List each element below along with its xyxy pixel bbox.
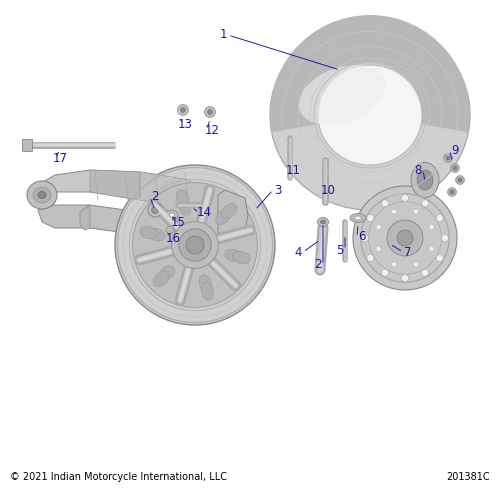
Ellipse shape (186, 236, 204, 254)
Ellipse shape (422, 200, 428, 207)
Text: 3: 3 (274, 184, 281, 196)
Ellipse shape (436, 254, 443, 262)
Ellipse shape (176, 190, 189, 208)
Polygon shape (218, 190, 248, 238)
Polygon shape (38, 170, 240, 215)
Ellipse shape (199, 275, 211, 292)
Ellipse shape (178, 198, 191, 215)
Ellipse shape (115, 165, 275, 325)
Ellipse shape (350, 214, 366, 222)
Ellipse shape (354, 216, 362, 220)
Ellipse shape (367, 254, 374, 262)
Polygon shape (38, 205, 230, 260)
Ellipse shape (402, 274, 408, 281)
Text: 2: 2 (151, 190, 159, 203)
Ellipse shape (140, 226, 158, 239)
Text: 11: 11 (286, 164, 300, 176)
Ellipse shape (318, 65, 422, 165)
Ellipse shape (387, 220, 423, 256)
Ellipse shape (170, 213, 174, 217)
Ellipse shape (154, 272, 168, 286)
Ellipse shape (38, 192, 46, 198)
Ellipse shape (417, 170, 433, 190)
Ellipse shape (402, 194, 408, 202)
Polygon shape (22, 139, 32, 151)
Ellipse shape (456, 176, 464, 184)
Text: 1: 1 (219, 28, 227, 42)
Ellipse shape (152, 206, 158, 214)
Ellipse shape (172, 222, 218, 268)
Text: 14: 14 (196, 206, 212, 220)
Ellipse shape (166, 226, 174, 234)
Text: © 2021 Indian Motorcycle International, LLC: © 2021 Indian Motorcycle International, … (10, 472, 227, 482)
Ellipse shape (320, 220, 326, 224)
Ellipse shape (367, 214, 374, 222)
Ellipse shape (178, 104, 188, 116)
Ellipse shape (392, 262, 396, 267)
Ellipse shape (458, 178, 462, 182)
Text: 13: 13 (178, 118, 192, 130)
Text: 4: 4 (294, 246, 302, 258)
Text: 16: 16 (166, 232, 180, 244)
Ellipse shape (429, 224, 434, 230)
Ellipse shape (216, 209, 231, 224)
Ellipse shape (444, 154, 452, 162)
Ellipse shape (397, 230, 413, 246)
Ellipse shape (450, 164, 460, 172)
Text: 6: 6 (358, 230, 366, 243)
Polygon shape (90, 170, 140, 200)
Ellipse shape (148, 203, 162, 217)
Ellipse shape (453, 166, 457, 170)
Text: 7: 7 (404, 246, 412, 258)
Ellipse shape (204, 106, 216, 118)
Ellipse shape (376, 246, 381, 252)
Ellipse shape (414, 209, 418, 214)
Ellipse shape (442, 234, 448, 242)
Ellipse shape (436, 214, 443, 222)
Ellipse shape (225, 249, 242, 262)
Ellipse shape (298, 65, 386, 125)
Ellipse shape (159, 266, 174, 281)
Ellipse shape (362, 234, 368, 242)
Ellipse shape (376, 224, 381, 230)
Ellipse shape (318, 218, 328, 226)
Ellipse shape (201, 282, 213, 300)
Ellipse shape (208, 110, 212, 114)
Text: 9: 9 (451, 144, 459, 156)
Ellipse shape (392, 209, 396, 214)
Ellipse shape (382, 200, 388, 207)
Ellipse shape (446, 156, 450, 160)
Ellipse shape (222, 204, 236, 218)
Polygon shape (140, 172, 190, 208)
Ellipse shape (422, 269, 428, 276)
Ellipse shape (270, 20, 470, 210)
Ellipse shape (232, 251, 250, 264)
Ellipse shape (450, 190, 454, 194)
Text: 5: 5 (336, 244, 344, 256)
Wedge shape (270, 15, 470, 132)
Ellipse shape (179, 229, 211, 261)
Text: 10: 10 (320, 184, 336, 196)
Ellipse shape (180, 108, 186, 112)
Ellipse shape (411, 162, 439, 198)
Ellipse shape (27, 181, 57, 209)
Text: 15: 15 (170, 216, 186, 230)
Ellipse shape (382, 269, 388, 276)
Text: 2: 2 (314, 258, 322, 272)
Ellipse shape (414, 262, 418, 267)
Text: 12: 12 (204, 124, 220, 136)
Text: 8: 8 (414, 164, 422, 176)
Ellipse shape (353, 186, 457, 290)
Ellipse shape (429, 246, 434, 252)
Polygon shape (80, 205, 90, 230)
Ellipse shape (166, 210, 178, 220)
Ellipse shape (33, 187, 51, 203)
Ellipse shape (148, 228, 165, 241)
Text: 17: 17 (52, 152, 68, 164)
Ellipse shape (448, 188, 456, 196)
Ellipse shape (132, 182, 258, 308)
Text: 201381C: 201381C (446, 472, 490, 482)
